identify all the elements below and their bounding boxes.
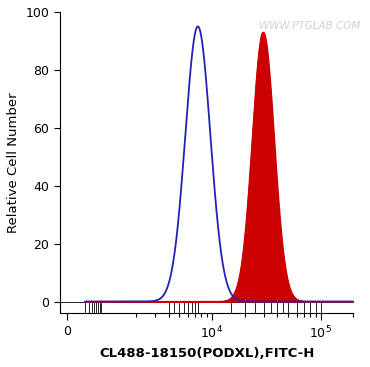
Text: WWW.PTGLAB.COM: WWW.PTGLAB.COM: [259, 21, 361, 31]
Y-axis label: Relative Cell Number: Relative Cell Number: [7, 92, 20, 233]
X-axis label: CL488-18150(PODXL),FITC-H: CL488-18150(PODXL),FITC-H: [99, 347, 314, 360]
